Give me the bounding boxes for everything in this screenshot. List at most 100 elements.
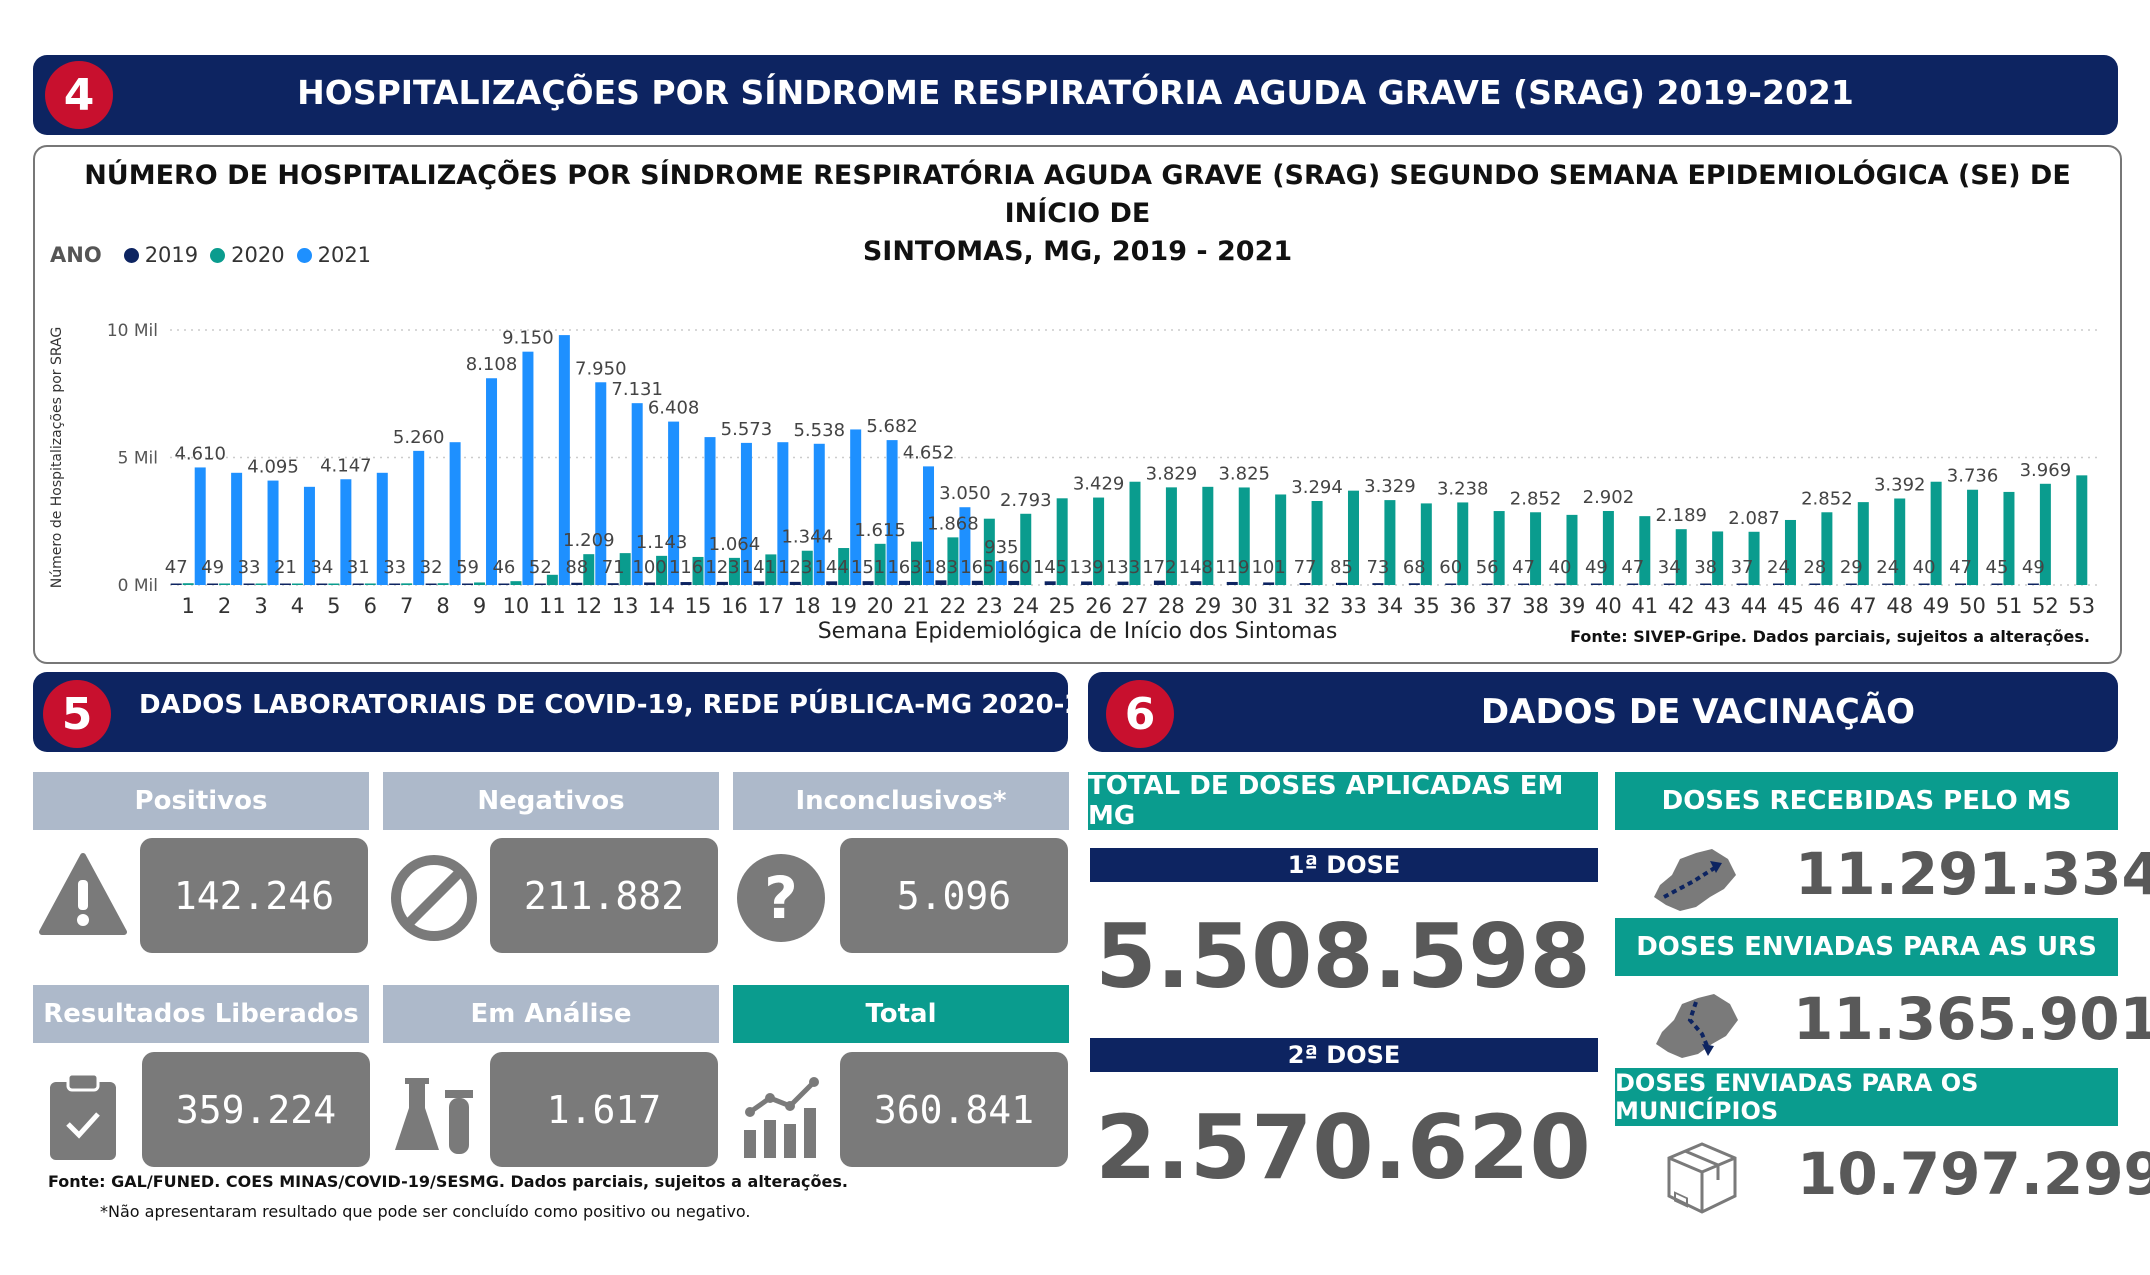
data-label-2020: 2.852 bbox=[1510, 488, 1562, 509]
bar-2021-se17 bbox=[777, 442, 789, 585]
x-tick-label: 11 bbox=[539, 594, 566, 618]
bar-2019-se7 bbox=[389, 583, 401, 585]
bar-2020-se22 bbox=[947, 537, 959, 585]
negativos-value: 211.882 bbox=[490, 838, 718, 953]
question-icon: ? bbox=[737, 854, 825, 942]
data-label-2020: 3.969 bbox=[2020, 460, 2072, 481]
bar-2019-se21 bbox=[899, 580, 911, 585]
chart-source: Fonte: SIVEP-Gripe. Dados parciais, suje… bbox=[1570, 627, 2090, 646]
bar-2019-se17 bbox=[753, 581, 765, 585]
data-label-2020: 1.064 bbox=[709, 534, 761, 555]
data-label-2019: 40 bbox=[1913, 557, 1936, 578]
bar-2019-se41 bbox=[1627, 583, 1639, 585]
x-tick-label: 29 bbox=[1194, 594, 1221, 618]
bar-2019-se18 bbox=[789, 581, 801, 585]
bar-2021-se10 bbox=[522, 351, 534, 585]
x-tick-label: 23 bbox=[976, 594, 1003, 618]
x-tick-label: 9 bbox=[473, 594, 486, 618]
x-tick-label: 44 bbox=[1741, 594, 1768, 618]
x-tick-label: 2 bbox=[218, 594, 231, 618]
bar-2020-se47 bbox=[1857, 502, 1869, 585]
bar-2021-se21 bbox=[923, 466, 935, 585]
bar-2019-se19 bbox=[826, 581, 838, 585]
mg-map-arrow-icon bbox=[1654, 849, 1736, 911]
data-label-2021: 4.610 bbox=[174, 443, 226, 464]
bar-2019-se12 bbox=[571, 582, 583, 585]
bar-2021-se15 bbox=[704, 437, 716, 585]
data-label-2021: 5.260 bbox=[393, 427, 445, 448]
data-label-2020: 3.429 bbox=[1073, 474, 1125, 495]
x-tick-label: 38 bbox=[1522, 594, 1549, 618]
bar-2020-se48 bbox=[1894, 498, 1906, 585]
bar-2019-se50 bbox=[1955, 583, 1967, 585]
bar-2021-se14 bbox=[668, 421, 680, 585]
bar-2019-se26 bbox=[1081, 581, 1093, 585]
x-tick-label: 26 bbox=[1085, 594, 1112, 618]
data-label-2019: 38 bbox=[1694, 557, 1717, 578]
prohibited-icon bbox=[391, 855, 477, 941]
data-label-2019: 49 bbox=[201, 557, 224, 578]
data-label-2019: 165 bbox=[960, 557, 994, 578]
y-axis-label: Número de Hospitalizações por SRAG bbox=[49, 327, 65, 588]
data-label-2020: 2.189 bbox=[1655, 505, 1707, 526]
chart-title-line2: SINTOMAS, MG, 2019 - 2021 bbox=[862, 236, 1293, 267]
bar-2020-se42 bbox=[1675, 529, 1687, 585]
section5-source: Fonte: GAL/FUNED. COES MINAS/COVID-19/SE… bbox=[48, 1172, 848, 1191]
x-tick-label: 18 bbox=[794, 594, 821, 618]
sent-municipios-value: 10.797.299 bbox=[1797, 1140, 2150, 1208]
bar-2020-se51 bbox=[2003, 491, 2015, 585]
data-label-2021: 4.095 bbox=[247, 457, 299, 478]
data-label-2019: 144 bbox=[814, 557, 848, 578]
resultados-liberados-value: 359.224 bbox=[142, 1052, 370, 1167]
bar-2020-se39 bbox=[1566, 514, 1578, 585]
section4-title: HOSPITALIZAÇÕES POR SÍNDROME RESPIRATÓRI… bbox=[297, 73, 1854, 112]
bar-2019-se22 bbox=[935, 580, 947, 585]
bar-2021-se16 bbox=[740, 442, 752, 585]
x-tick-label: 42 bbox=[1668, 594, 1695, 618]
legend-label-2021: 2021 bbox=[317, 243, 372, 267]
bar-2021-se5 bbox=[340, 479, 352, 585]
x-tick-label: 7 bbox=[400, 594, 413, 618]
data-label-2020: 3.829 bbox=[1146, 463, 1198, 484]
y-tick-label: 5 Mil bbox=[118, 449, 158, 469]
data-label-2019: 183 bbox=[924, 557, 958, 578]
bar-2020-se37 bbox=[1493, 511, 1505, 585]
bar-2020-se20 bbox=[874, 543, 886, 585]
section6-title: DADOS DE VACINAÇÃO bbox=[1480, 692, 1916, 732]
bar-2019-se51 bbox=[1991, 583, 2003, 585]
positivos-header: Positivos bbox=[33, 772, 369, 830]
legend-label-2019: 2019 bbox=[144, 243, 199, 267]
bar-2020-se24 bbox=[1020, 513, 1032, 585]
data-label-2021: 5.573 bbox=[721, 419, 773, 440]
data-label-2019: 116 bbox=[669, 557, 703, 578]
data-label-2019: 163 bbox=[887, 557, 921, 578]
bar-2021-se23 bbox=[995, 561, 1007, 585]
data-label-2019: 123 bbox=[778, 557, 812, 578]
x-tick-label: 51 bbox=[1996, 594, 2023, 618]
total-header: Total bbox=[733, 985, 1069, 1043]
data-label-2019: 33 bbox=[383, 557, 406, 578]
bar-2020-se6 bbox=[364, 583, 376, 585]
bar-2021-se19 bbox=[850, 429, 862, 585]
received-value: 11.291.334 bbox=[1795, 840, 2150, 908]
bar-2019-se36 bbox=[1445, 583, 1457, 585]
x-tick-label: 46 bbox=[1814, 594, 1841, 618]
data-label-2019: 88 bbox=[565, 557, 588, 578]
section4-badge: 4 bbox=[45, 61, 113, 129]
data-label-2020: 2.793 bbox=[1000, 490, 1052, 511]
data-label-2020: 1.344 bbox=[781, 527, 833, 548]
bar-2019-se49 bbox=[1918, 583, 1930, 585]
bar-2019-se6 bbox=[352, 583, 364, 585]
svg-text:?: ? bbox=[764, 864, 798, 932]
bar-2020-se21 bbox=[911, 541, 923, 585]
chart-title: NÚMERO DE HOSPITALIZAÇÕES POR SÍNDROME R… bbox=[35, 157, 2120, 271]
data-label-2019: 24 bbox=[1767, 557, 1790, 578]
package-box-icon bbox=[1667, 1142, 1737, 1214]
x-tick-label: 40 bbox=[1595, 594, 1622, 618]
received-header: DOSES RECEBIDAS PELO MS bbox=[1615, 772, 2118, 830]
data-label-2019: 101 bbox=[1251, 557, 1285, 578]
data-label-2019: 34 bbox=[310, 557, 333, 578]
data-label-2019: 33 bbox=[238, 557, 261, 578]
sent-urs-value: 11.365.901 bbox=[1793, 985, 2150, 1053]
x-tick-label: 33 bbox=[1340, 594, 1367, 618]
